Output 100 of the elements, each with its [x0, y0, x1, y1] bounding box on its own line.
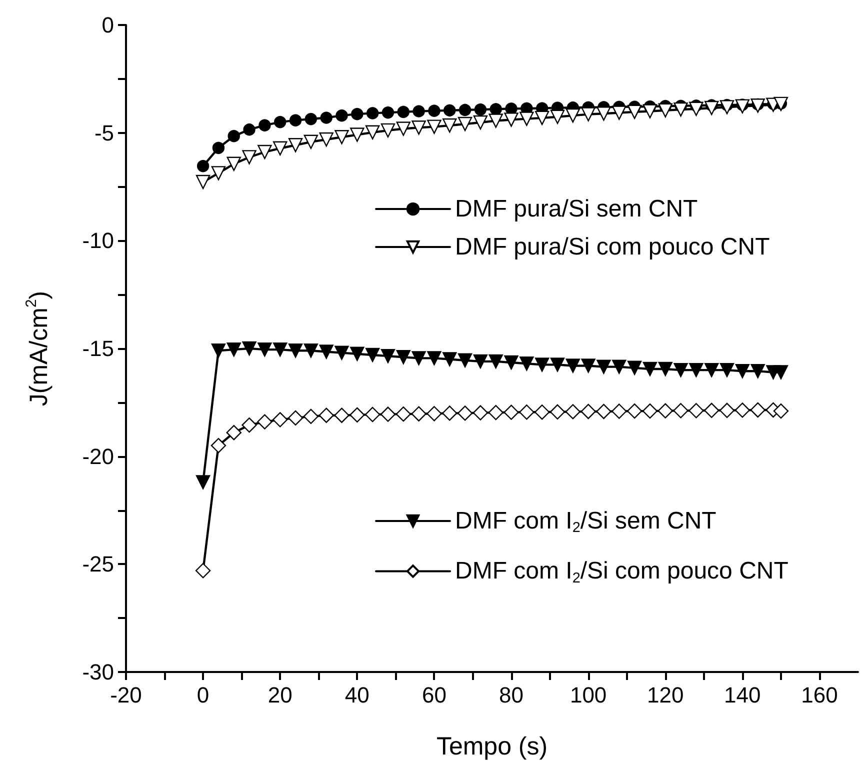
point [427, 120, 442, 134]
point [195, 563, 211, 578]
x-tick-label: 80 [499, 682, 524, 708]
y-tick-label: 0 [102, 12, 114, 38]
point [566, 358, 580, 373]
point [319, 132, 334, 147]
point [257, 414, 272, 430]
point [334, 346, 349, 360]
point [396, 122, 410, 136]
point [196, 160, 210, 172]
point [442, 118, 457, 133]
y-tick-label: -30 [82, 660, 114, 684]
point [612, 360, 626, 374]
point [704, 402, 720, 418]
point [596, 106, 611, 121]
point [304, 134, 318, 149]
point [196, 475, 210, 490]
legend-label: DMF pura/Si sem CNT [455, 196, 698, 222]
y-tick-label: -15 [82, 336, 114, 361]
point [473, 115, 488, 130]
point [642, 362, 658, 376]
point [411, 406, 426, 422]
point [350, 346, 364, 361]
point [519, 404, 534, 420]
x-tick-label: 140 [724, 682, 761, 708]
x-tick-label: 160 [801, 682, 838, 708]
point [380, 348, 396, 364]
y-tick-label: -5 [94, 120, 114, 146]
point [350, 407, 365, 423]
point [212, 142, 225, 154]
point [274, 116, 286, 128]
point [334, 130, 349, 144]
point [242, 150, 256, 164]
point [334, 408, 350, 423]
point [336, 109, 348, 122]
point [627, 104, 642, 120]
point [720, 362, 734, 378]
point [612, 106, 626, 120]
x-tick-label: -20 [110, 682, 142, 708]
point [457, 406, 473, 421]
point [565, 404, 581, 420]
y-tick-label: -20 [82, 444, 114, 469]
point [658, 362, 672, 376]
x-axis-title: Tempo (s) [436, 732, 548, 760]
point [210, 438, 226, 454]
point [396, 406, 411, 422]
point [626, 403, 642, 419]
point [704, 362, 719, 378]
point [364, 406, 380, 422]
point [534, 404, 550, 420]
point [750, 402, 766, 418]
point [658, 103, 672, 118]
point [580, 404, 596, 420]
point [596, 360, 611, 374]
point [719, 402, 735, 418]
point [550, 358, 565, 372]
point [428, 104, 440, 117]
point [365, 348, 380, 362]
point [380, 123, 396, 138]
point [720, 100, 734, 114]
point [412, 120, 426, 135]
point [427, 351, 442, 366]
point [444, 104, 456, 116]
point [534, 110, 550, 126]
point [289, 114, 302, 126]
point [472, 405, 488, 420]
point [550, 404, 566, 420]
point [382, 106, 394, 119]
point [673, 403, 688, 418]
point [520, 112, 534, 126]
x-tick-label: 120 [647, 682, 684, 708]
point [458, 104, 472, 116]
point [504, 112, 518, 127]
point [627, 360, 642, 376]
point [689, 102, 704, 116]
point [304, 344, 318, 358]
point [488, 404, 504, 420]
point [520, 356, 534, 371]
point [272, 412, 288, 428]
point [366, 107, 379, 120]
legend-label: DMF pura/Si com pouco CNT [455, 234, 770, 260]
point [689, 362, 704, 378]
point [243, 124, 256, 136]
point [458, 116, 472, 132]
x-tick-label: 40 [344, 682, 370, 708]
x-tick-label: 60 [422, 682, 446, 708]
point [273, 342, 288, 357]
point [734, 402, 750, 418]
point [396, 350, 410, 364]
point [365, 125, 380, 140]
point [288, 138, 303, 152]
point [211, 344, 226, 358]
point [735, 364, 750, 378]
point [304, 112, 318, 126]
point [318, 408, 334, 423]
point [773, 403, 789, 419]
point [774, 365, 788, 380]
point [226, 156, 241, 171]
point [258, 144, 272, 160]
point [674, 102, 688, 117]
